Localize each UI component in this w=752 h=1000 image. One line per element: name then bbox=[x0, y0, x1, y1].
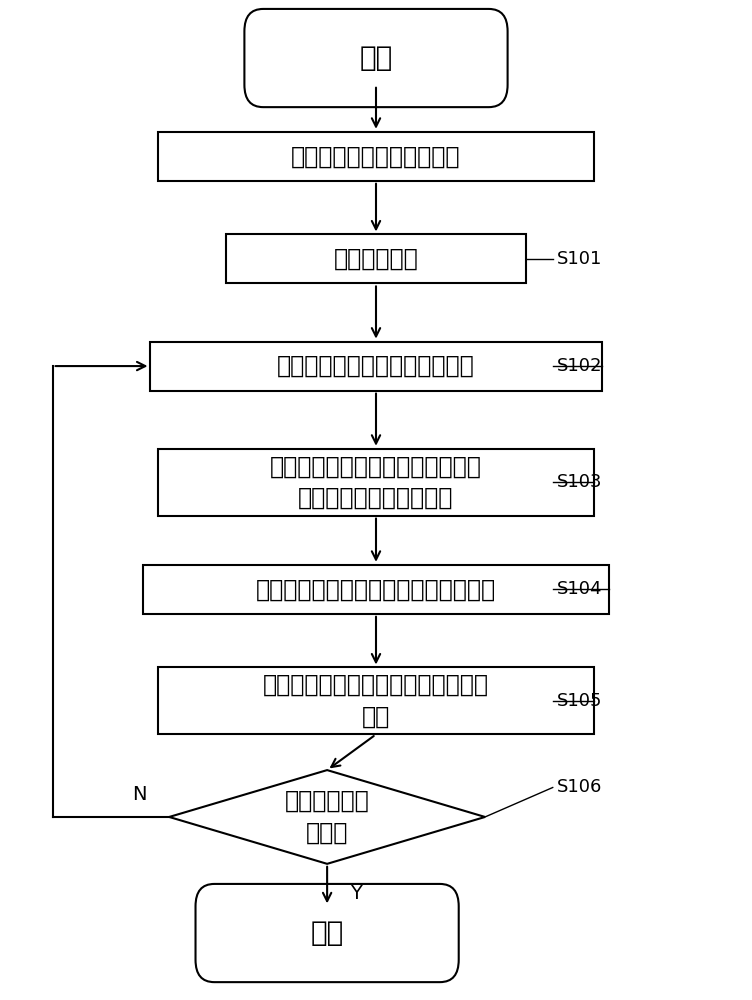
Text: S103: S103 bbox=[556, 473, 602, 491]
Text: S102: S102 bbox=[556, 357, 602, 375]
Bar bbox=[150, 342, 602, 391]
FancyBboxPatch shape bbox=[244, 9, 508, 107]
FancyBboxPatch shape bbox=[196, 884, 459, 982]
Text: 从样本粒子集合中采样辅助变量: 从样本粒子集合中采样辅助变量 bbox=[277, 354, 475, 378]
Text: 利用所得到的加权样本集合估计目标
位置: 利用所得到的加权样本集合估计目标 位置 bbox=[263, 673, 489, 729]
Text: 初始迭代采样: 初始迭代采样 bbox=[334, 247, 418, 271]
Text: 从高斯混合平滑核密度的高斯分量
中分别采样目标参数样本: 从高斯混合平滑核密度的高斯分量 中分别采样目标参数样本 bbox=[270, 454, 482, 510]
Text: S101: S101 bbox=[556, 250, 602, 268]
Text: S106: S106 bbox=[556, 778, 602, 796]
Text: 开始: 开始 bbox=[359, 44, 393, 72]
Text: S104: S104 bbox=[556, 580, 602, 598]
Text: 是否遍历完所
有节点: 是否遍历完所 有节点 bbox=[285, 789, 369, 845]
Text: N: N bbox=[132, 785, 147, 804]
Text: S105: S105 bbox=[556, 692, 602, 710]
Bar bbox=[158, 132, 594, 181]
Text: 计算每个样本的似然度和权值并归一化: 计算每个样本的似然度和权值并归一化 bbox=[256, 577, 496, 601]
Bar bbox=[158, 667, 594, 734]
Text: 结束: 结束 bbox=[311, 919, 344, 947]
Bar bbox=[143, 565, 609, 614]
Text: 建立声传感器观测数学模型: 建立声传感器观测数学模型 bbox=[291, 144, 461, 168]
Text: Y: Y bbox=[350, 884, 362, 903]
Polygon shape bbox=[169, 770, 485, 864]
Bar bbox=[158, 449, 594, 516]
Bar bbox=[226, 234, 526, 283]
